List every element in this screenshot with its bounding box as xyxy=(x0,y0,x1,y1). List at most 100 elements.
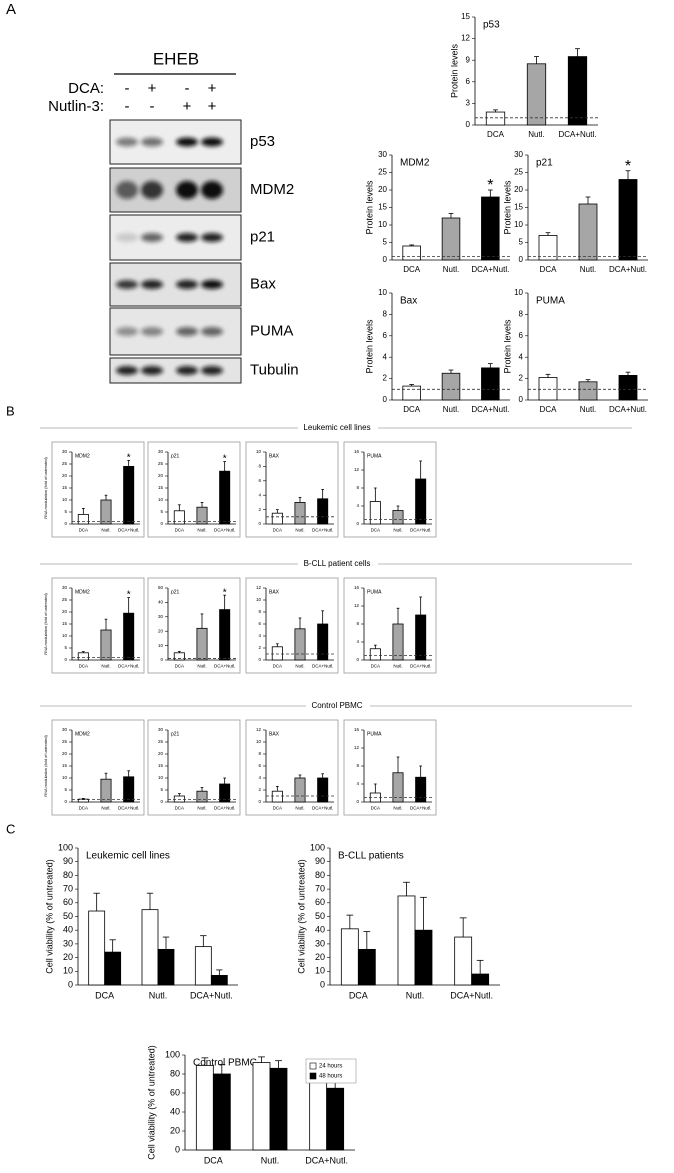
error-bar xyxy=(81,798,85,800)
panel-box xyxy=(147,719,241,816)
error-bar xyxy=(127,770,131,777)
bar xyxy=(441,372,461,401)
x-tick-label: Nutl. xyxy=(443,405,459,414)
band-label: Tubulin xyxy=(250,361,299,378)
chart-title: p21 xyxy=(171,589,180,595)
error-bar xyxy=(373,644,377,649)
x-tick-label: DCA xyxy=(273,664,283,669)
chart-title: p53 xyxy=(483,20,500,31)
error-bar xyxy=(487,363,493,368)
y-tick-label: 30 xyxy=(158,449,164,454)
bar xyxy=(173,795,185,803)
bar xyxy=(100,629,112,661)
bar xyxy=(392,623,404,661)
bar xyxy=(100,778,112,803)
y-tick-label: 12 xyxy=(354,745,360,750)
bar xyxy=(369,648,381,661)
chart-title: PUMA xyxy=(367,589,382,595)
error-bar xyxy=(200,935,207,947)
chart-title: PUMA xyxy=(536,296,565,307)
y-tick-label: 0 xyxy=(64,521,67,526)
panel-box xyxy=(51,441,145,538)
bar xyxy=(294,777,306,803)
bar xyxy=(294,501,306,525)
y-axis-label: RNA modulation (fold of untreated) xyxy=(43,593,48,655)
error-bar xyxy=(396,607,400,624)
bar xyxy=(252,1062,271,1151)
y-tick-label: 10 xyxy=(63,966,73,976)
y-tick-label: 0 xyxy=(175,1144,180,1154)
x-tick-label: Nutl. xyxy=(580,265,596,274)
blot-band xyxy=(141,280,163,289)
y-tick-label: 30 xyxy=(315,938,325,948)
error-bar xyxy=(321,489,325,499)
y-tick-label: 6 xyxy=(258,621,261,626)
y-tick-label: 0 xyxy=(356,799,359,804)
chart-title: MDM2 xyxy=(75,731,90,737)
x-tick-label: DCA xyxy=(79,528,89,533)
bar xyxy=(485,111,506,126)
chart-title: Leukemic cell lines xyxy=(86,851,170,862)
error-bar xyxy=(81,507,85,515)
y-axis-label: Cell viability (% of untreated) xyxy=(146,1045,156,1160)
y-axis-label: Protein levels xyxy=(364,180,374,235)
legend-label: 24 hours xyxy=(319,1064,342,1070)
y-tick-label: 16 xyxy=(354,585,360,590)
x-tick-label: DCA xyxy=(79,664,89,669)
y-tick-label: 2 xyxy=(258,787,261,792)
error-bar xyxy=(298,496,302,503)
y-tick-label: 4 xyxy=(383,352,388,361)
x-tick-label: Nutl. xyxy=(406,990,425,1000)
x-tick-label: Nutl. xyxy=(393,528,402,533)
treatment-sign: + xyxy=(148,80,157,97)
x-tick-label: DCA+Nutl. xyxy=(410,806,431,811)
bar xyxy=(317,777,329,803)
x-tick-label: DCA+Nutl. xyxy=(118,806,139,811)
y-tick-label: 100 xyxy=(310,842,325,852)
panel-box xyxy=(147,441,241,538)
y-axis-label: RNA modulation (fold of untreated) xyxy=(43,457,48,519)
chart-title: p21 xyxy=(171,731,180,737)
blot-band xyxy=(116,233,138,242)
x-tick-label: DCA+Nutl. xyxy=(410,528,431,533)
panel-box xyxy=(245,719,339,816)
legend-swatch xyxy=(309,1072,317,1080)
y-tick-label: 2 xyxy=(383,374,388,383)
y-tick-label: 8 xyxy=(383,310,388,319)
y-tick-label: 10 xyxy=(158,775,164,780)
y-tick-label: 2 xyxy=(258,645,261,650)
bar xyxy=(317,623,329,661)
x-tick-label: Nutl. xyxy=(101,664,110,669)
y-tick-label: 30 xyxy=(378,150,387,159)
y-tick-label: 10 xyxy=(514,220,523,229)
error-bar xyxy=(409,244,415,246)
error-bar xyxy=(545,232,551,236)
treatment-sign: - xyxy=(185,80,190,97)
panel-box xyxy=(51,577,145,674)
y-tick-label: 20 xyxy=(158,473,164,478)
error-bar xyxy=(419,460,423,479)
y-tick-label: 80 xyxy=(315,870,325,880)
y-axis-label: Protein levels xyxy=(364,319,374,374)
treatment-sign: - xyxy=(125,80,130,97)
chart-title: PUMA xyxy=(367,453,382,459)
bar xyxy=(481,196,500,261)
x-tick-label: Nutl. xyxy=(295,528,304,533)
panel-label: B xyxy=(6,403,15,418)
blot-band xyxy=(141,233,163,242)
y-tick-label: 5 xyxy=(64,787,67,792)
y-tick-label: 15 xyxy=(62,763,68,768)
chart-title: PUMA xyxy=(367,731,382,737)
bar xyxy=(271,512,283,525)
error-bar xyxy=(218,1064,226,1074)
blot-band xyxy=(176,137,198,147)
error-bar xyxy=(373,487,377,502)
y-tick-label: 0 xyxy=(383,255,388,264)
x-tick-label: DCA+Nutl. xyxy=(312,528,333,533)
error-bar xyxy=(275,509,279,514)
chart-title: BAX xyxy=(269,453,280,459)
treatment-sign: + xyxy=(183,98,192,115)
y-tick-label: 15 xyxy=(378,203,387,212)
y-tick-label: 5 xyxy=(64,645,67,650)
x-tick-label: DCA xyxy=(403,265,421,274)
